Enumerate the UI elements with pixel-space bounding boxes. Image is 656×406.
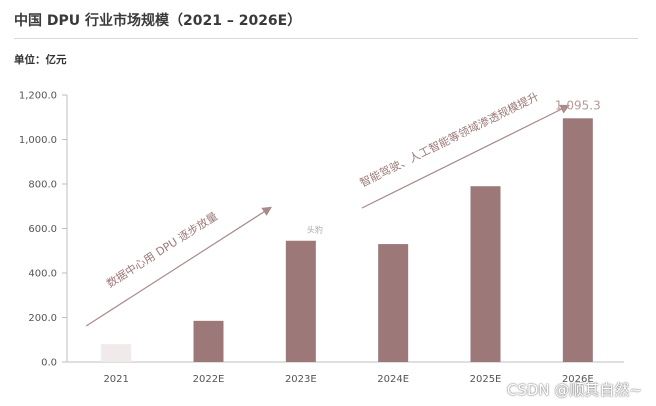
x-tick-label: 2025E	[470, 374, 502, 385]
data-label: 1,095.3	[555, 98, 601, 112]
bars	[101, 118, 593, 363]
x-tick-label: 2026E	[562, 374, 594, 385]
watermark: CSDN @顺其自然~	[506, 381, 642, 399]
annotation-text: 数据中心用 DPU 逐步放量	[104, 209, 220, 291]
y-tick-label: 1,200.0	[19, 91, 57, 102]
title-divider	[14, 38, 638, 39]
bar-2022E	[193, 320, 224, 362]
bar-2023E	[285, 240, 316, 362]
x-tick-label: 2021	[103, 374, 128, 385]
y-tick-label: 600.0	[28, 224, 57, 235]
y-tick-label: 400.0	[28, 269, 57, 280]
x-axis: 2021 2022E 2023E 2024E 2025E 2026E	[103, 374, 593, 385]
y-tick-label: 1,000.0	[19, 135, 57, 146]
y-tick-label: 0.0	[41, 358, 57, 369]
annotation-text: 智能驾驶、人工智能等领域渗透规模提升	[357, 89, 541, 190]
x-tick-label: 2022E	[193, 374, 225, 385]
annotation-arrow	[85, 206, 273, 327]
x-tick-label: 2024E	[377, 374, 409, 385]
bar-2026E	[562, 118, 593, 363]
data-labels: 1,095.3	[555, 98, 601, 112]
bar-2024E	[378, 244, 409, 362]
bar-2021	[101, 344, 132, 362]
y-tick-label: 200.0	[28, 313, 57, 324]
small-watermark: 头豹	[307, 225, 323, 235]
bar-2025E	[470, 186, 501, 362]
annotation-arrow	[361, 104, 570, 209]
y-tick-label: 800.0	[28, 180, 57, 191]
x-tick-label: 2023E	[285, 374, 317, 385]
unit-label: 单位：亿元	[14, 54, 67, 66]
y-axis: 0.0 200.0 400.0 600.0 800.0 1,000.0 1,200.0	[19, 91, 68, 369]
chart-title: 中国 DPU 行业市场规模（2021 – 2026E）	[14, 13, 302, 29]
